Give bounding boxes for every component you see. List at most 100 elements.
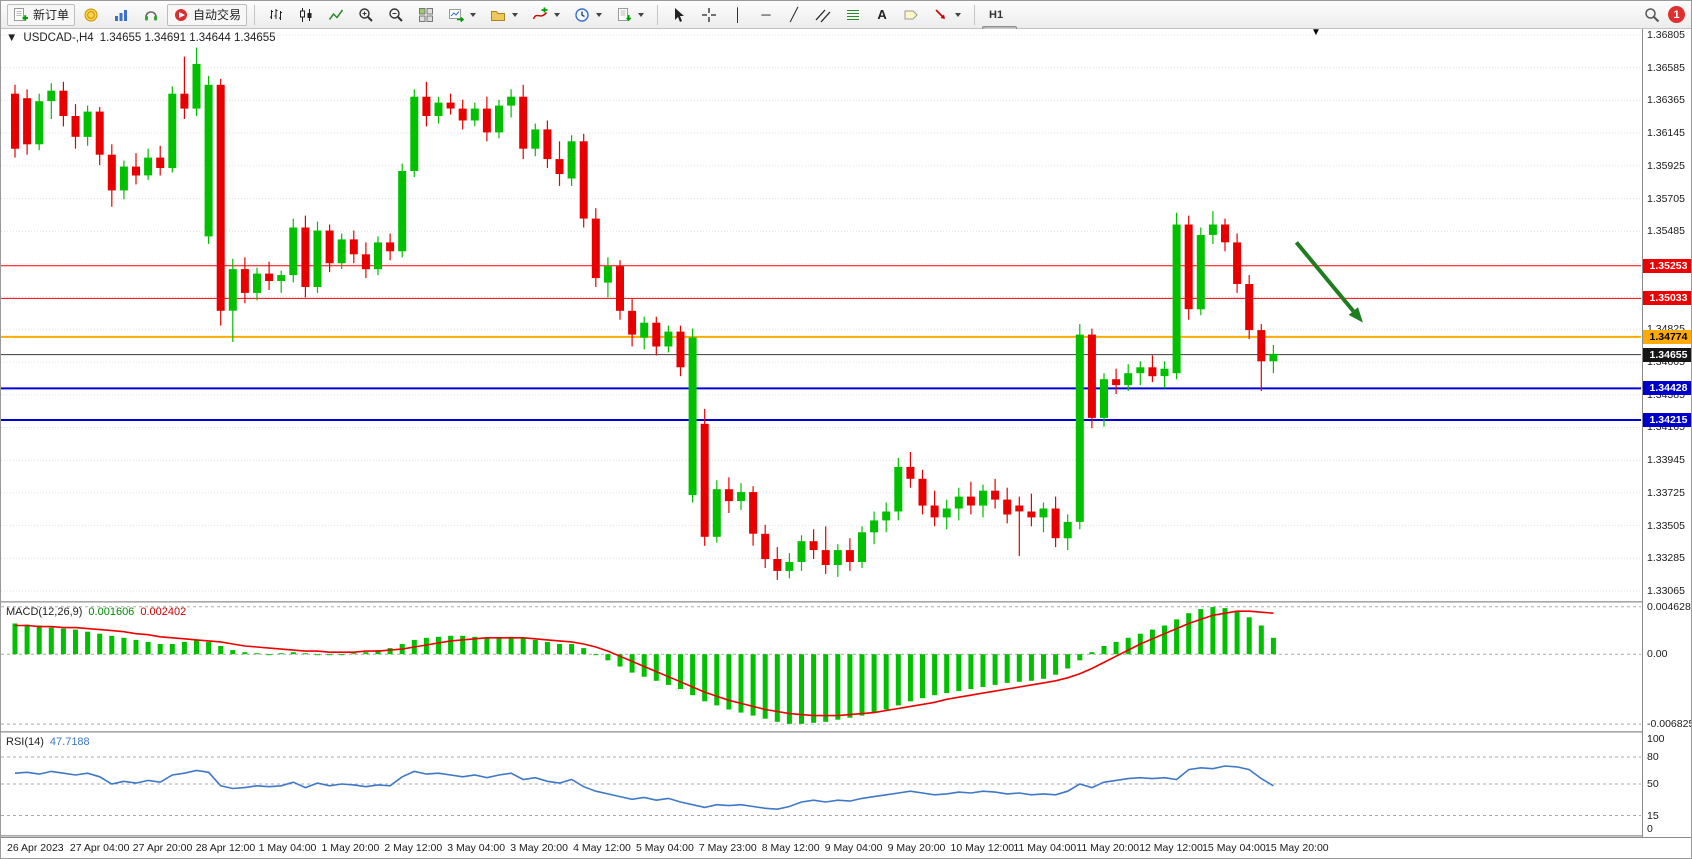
indicators-button[interactable] — [526, 4, 566, 26]
rsi-name: RSI(14) — [6, 736, 44, 748]
indicators-icon — [532, 7, 548, 23]
toolbar-right: 1 — [1644, 6, 1685, 23]
rsi-axis-label: 80 — [1647, 751, 1659, 763]
time-axis-label: 12 May 12:00 — [1139, 842, 1203, 854]
symbol-ohlc: 1.34655 1.34691 1.34644 1.34655 — [99, 32, 276, 44]
macd-name: MACD(12,26,9) — [6, 606, 83, 618]
vline-icon: │ — [733, 6, 743, 22]
search-icon[interactable] — [1644, 7, 1660, 23]
periods-button[interactable] — [568, 4, 608, 26]
indicators-caret-icon — [554, 12, 561, 17]
price-axis-label: 1.36365 — [1647, 94, 1685, 107]
new-order-label: 新订单 — [33, 8, 70, 22]
price-line-badge: 1.35253 — [1643, 258, 1691, 273]
shapes-tool-button[interactable] — [927, 4, 967, 26]
tile-windows-button[interactable] — [412, 4, 440, 26]
crosshair-icon — [701, 7, 717, 23]
zoom-out-button[interactable] — [382, 4, 410, 26]
price-axis-label: 1.36805 — [1647, 29, 1685, 41]
macd-chart[interactable] — [1, 603, 1641, 731]
time-axis-label: 11 May 04:00 — [1013, 842, 1077, 854]
templates-caret-icon — [638, 12, 645, 17]
support-button[interactable] — [137, 4, 165, 26]
rsi-axis-label: 50 — [1647, 778, 1659, 790]
time-axis-label: 5 May 04:00 — [636, 842, 694, 854]
vline-tool-button[interactable]: │ — [725, 4, 751, 26]
time-axis-label: 9 May 04:00 — [824, 842, 883, 854]
new-chart-button[interactable] — [442, 4, 482, 26]
profiles-icon — [490, 7, 506, 23]
templates-icon — [616, 7, 632, 23]
profiles-button[interactable] — [484, 4, 524, 26]
shapes-caret-icon — [955, 12, 962, 17]
text-tool-button[interactable]: A — [869, 4, 895, 26]
time-axis-label: 3 May 20:00 — [510, 842, 568, 854]
timeframe-button-M30[interactable]: M30 — [982, 1, 1017, 4]
bar-chart-icon — [268, 7, 284, 23]
time-axis-label: 26 Apr 2023 — [7, 842, 64, 854]
auto-trading-label: 自动交易 — [193, 8, 242, 22]
trendline-tool-button[interactable]: ╱ — [781, 4, 807, 26]
toolbar: 新订单 自动交易 — [1, 1, 1691, 109]
channel-tool-button[interactable] — [809, 4, 837, 26]
symbol-name: USDCAD-,H4 — [23, 32, 94, 44]
time-axis-label: 2 May 12:00 — [384, 842, 443, 854]
rsi-label: RSI(14) 47.7188 — [6, 736, 90, 748]
price-axis-label: 1.36585 — [1647, 61, 1685, 74]
time-axis-label: 9 May 20:00 — [887, 842, 946, 854]
zoom-in-icon — [358, 7, 374, 23]
candle-chart-mode-button[interactable] — [292, 4, 320, 26]
label-tool-button[interactable] — [897, 4, 925, 26]
bar-chart-mode-button[interactable] — [262, 4, 290, 26]
pane-splitter-rsi[interactable] — [1, 731, 1691, 733]
rsi-axis-label: 100 — [1647, 733, 1665, 745]
time-axis[interactable]: 26 Apr 2023 27 Apr 04:00 27 Apr 20:00 28 Ap… — [1, 837, 1691, 858]
price-axis-label: 1.33285 — [1647, 552, 1685, 565]
auto-trading-icon — [173, 7, 189, 23]
market-overview-button[interactable] — [107, 4, 135, 26]
time-axis-label: 1 May 20:00 — [321, 842, 380, 854]
price-axis[interactable]: 1.36805 1.36585 1.36365 1.36145 1.35925 1.357… — [1642, 29, 1691, 837]
price-axis-label: 1.33065 — [1647, 585, 1685, 597]
price-axis-label: 1.35705 — [1647, 192, 1685, 205]
notification-badge[interactable]: 1 — [1668, 6, 1685, 23]
channel-icon — [815, 7, 831, 23]
macd-signal-value: 0.002402 — [140, 606, 187, 618]
macd-label: MACD(12,26,9) 0.001606 0.002402 — [6, 606, 186, 618]
toolbar-separator — [254, 4, 256, 25]
templates-button[interactable] — [610, 4, 650, 26]
text-icon: A — [877, 6, 887, 22]
timeframe-button-H1[interactable]: H1 — [989, 8, 1004, 21]
price-line-badge: 1.34655 — [1643, 347, 1691, 362]
cursor-button[interactable] — [665, 4, 693, 26]
price-line-badge: 1.34428 — [1643, 381, 1691, 396]
macd-axis-label: 0.004628 — [1647, 600, 1691, 613]
price-chart[interactable] — [1, 29, 1641, 601]
line-chart-mode-button[interactable] — [322, 4, 350, 26]
pane-scroll-marker[interactable]: ▼ — [1311, 27, 1321, 38]
time-axis-label: 27 Apr 04:00 — [69, 842, 130, 854]
price-axis-label: 1.33725 — [1647, 486, 1685, 499]
time-axis-label: 3 May 04:00 — [447, 842, 506, 854]
quotes-button[interactable] — [77, 4, 105, 26]
coin-icon — [83, 7, 99, 23]
zoom-in-button[interactable] — [352, 4, 380, 26]
shapes-icon — [933, 7, 949, 23]
rsi-chart[interactable] — [1, 733, 1641, 835]
fibonacci-tool-button[interactable] — [839, 4, 867, 26]
new-chart-caret-icon — [470, 12, 477, 17]
hline-tool-button[interactable]: ─ — [753, 4, 779, 26]
price-axis-label: 1.33505 — [1647, 519, 1685, 532]
price-line-badge: 1.35033 — [1643, 291, 1691, 306]
new-order-icon — [13, 7, 29, 23]
price-axis-label: 1.36145 — [1647, 127, 1685, 140]
cursor-icon — [671, 7, 687, 23]
fibonacci-icon — [845, 7, 861, 23]
chart-symbol-label: ▼ USDCAD-,H4 1.34655 1.34691 1.34644 1.3… — [6, 32, 276, 44]
crosshair-button[interactable] — [695, 4, 723, 26]
new-order-button[interactable]: 新订单 — [7, 3, 76, 26]
collapse-marker-icon[interactable]: ▼ — [6, 32, 18, 44]
pane-splitter-macd[interactable] — [1, 601, 1691, 603]
auto-trading-button[interactable]: 自动交易 — [167, 3, 248, 26]
candle-chart-icon — [298, 7, 314, 23]
